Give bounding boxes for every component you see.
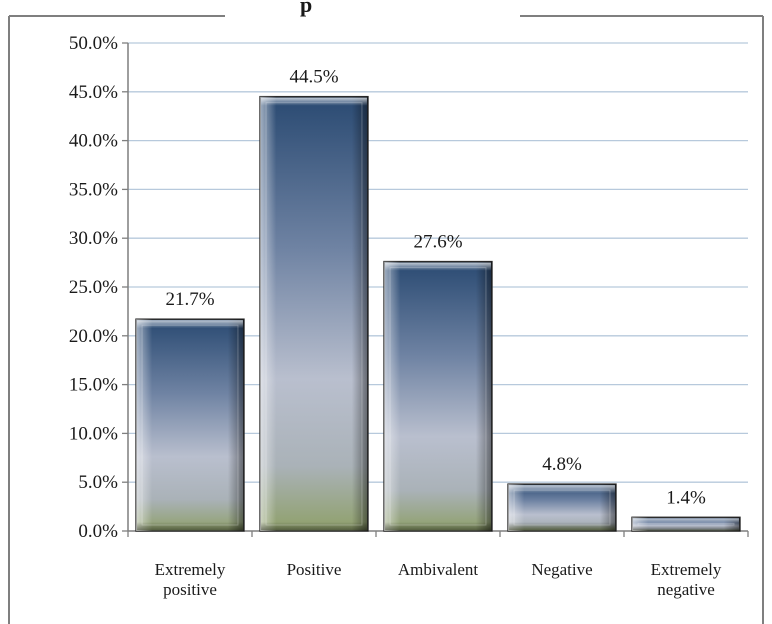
bar bbox=[631, 516, 741, 532]
data-label: 44.5% bbox=[289, 67, 338, 88]
x-category-label: Ambivalent bbox=[398, 560, 479, 579]
x-category-label: Positive bbox=[287, 560, 342, 579]
chart-title-fragment: p bbox=[300, 0, 312, 17]
y-tick-label: 45.0% bbox=[69, 82, 118, 103]
y-tick-label: 50.0% bbox=[69, 33, 118, 54]
bar bbox=[135, 318, 245, 532]
y-tick-label: 35.0% bbox=[69, 179, 118, 200]
y-tick-label: 10.0% bbox=[69, 423, 118, 444]
x-category-label: Extremely negative bbox=[651, 560, 722, 599]
x-category-labels: Extremely positive Positive Ambivalent Negat… bbox=[155, 560, 722, 599]
y-tick-label: 5.0% bbox=[78, 472, 118, 493]
data-label: 21.7% bbox=[165, 289, 214, 310]
bar bbox=[507, 483, 617, 532]
x-category-label: Extremely positive bbox=[155, 560, 226, 599]
y-tick-label: 15.0% bbox=[69, 375, 118, 396]
x-category-label: Negative bbox=[531, 560, 592, 579]
y-tick-label: 25.0% bbox=[69, 277, 118, 298]
bar bbox=[259, 95, 369, 532]
bar bbox=[383, 260, 493, 532]
bars bbox=[135, 95, 741, 532]
y-tick-labels: 0.0% 5.0% 10.0% 15.0% 20.0% 25.0% 30.0% 35.0% 40… bbox=[69, 33, 118, 542]
y-tick-label: 40.0% bbox=[69, 131, 118, 152]
data-label: 27.6% bbox=[413, 232, 462, 253]
data-labels: 21.7% 44.5% 27.6% 4.8% 1.4% bbox=[165, 67, 706, 509]
data-label: 4.8% bbox=[542, 454, 582, 475]
y-tick-label: 20.0% bbox=[69, 326, 118, 347]
y-tick-label: 0.0% bbox=[78, 521, 118, 542]
y-tick-label: 30.0% bbox=[69, 228, 118, 249]
data-label: 1.4% bbox=[666, 487, 706, 508]
